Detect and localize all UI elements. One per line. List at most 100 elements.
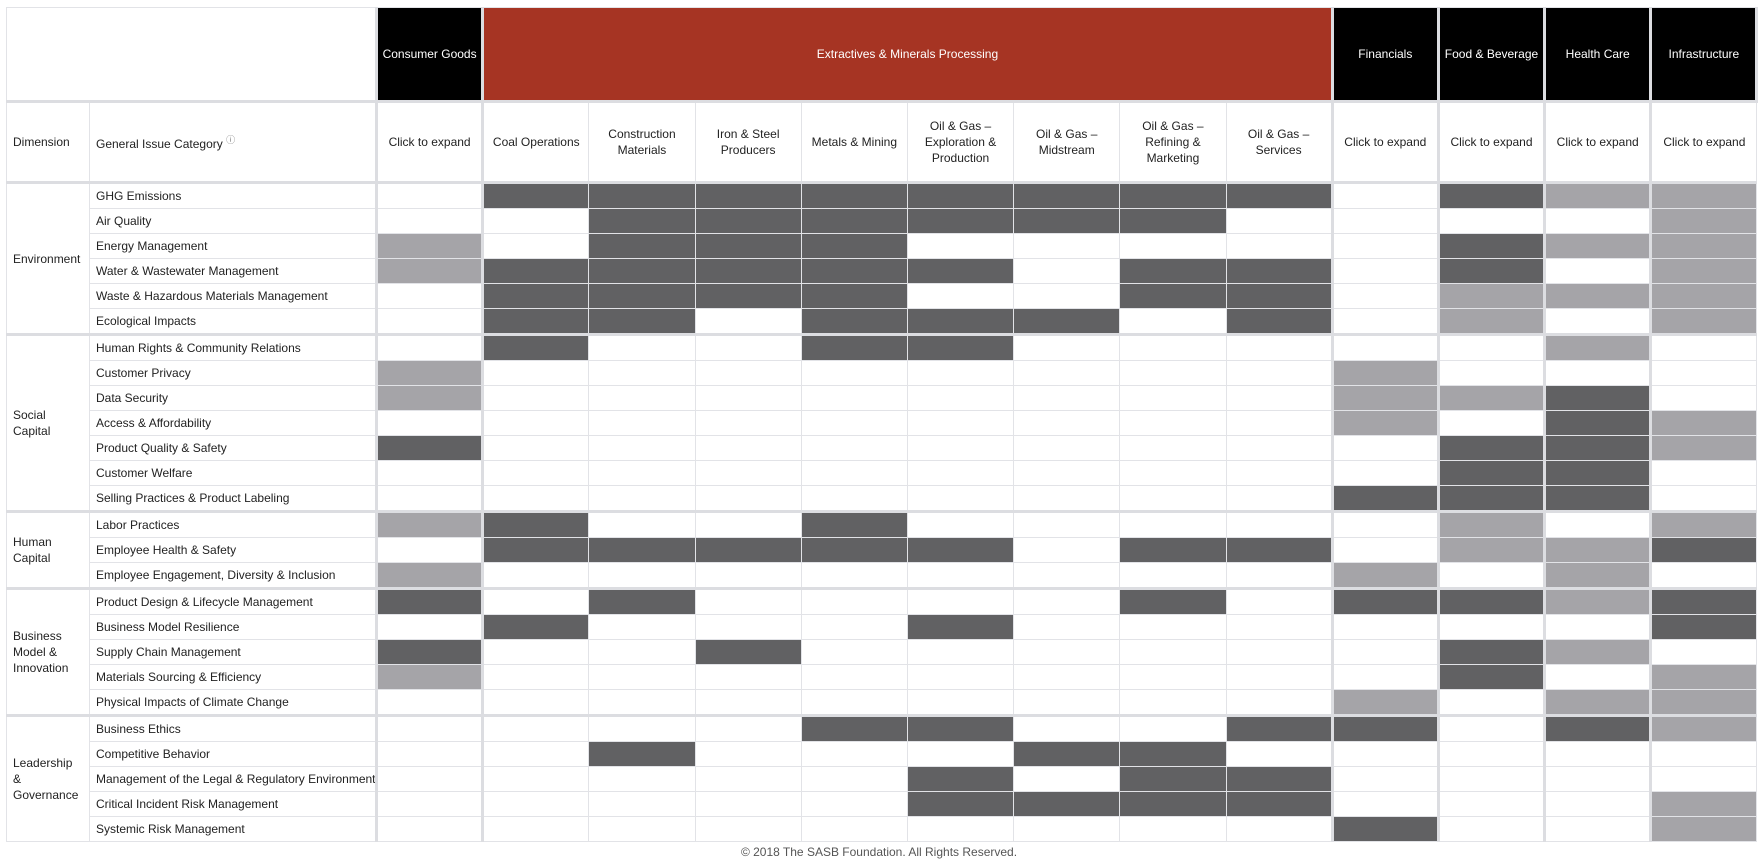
materiality-cell[interactable] — [1225, 208, 1333, 234]
materiality-cell[interactable] — [1225, 664, 1333, 690]
materiality-cell[interactable] — [481, 816, 590, 842]
materiality-cell[interactable] — [374, 614, 484, 640]
materiality-cell[interactable] — [1013, 208, 1121, 234]
materiality-cell[interactable] — [1649, 410, 1758, 436]
materiality-cell[interactable] — [481, 385, 590, 411]
materiality-cell[interactable] — [588, 614, 696, 640]
materiality-cell[interactable] — [481, 485, 590, 512]
expand-sector-button[interactable]: Click to expand — [1436, 100, 1546, 184]
materiality-cell[interactable] — [694, 460, 802, 486]
materiality-cell[interactable] — [1013, 714, 1121, 742]
industry-header[interactable]: Oil & Gas – Services — [1225, 100, 1333, 184]
materiality-cell[interactable] — [1225, 182, 1333, 209]
materiality-cell[interactable] — [481, 639, 590, 665]
materiality-cell[interactable] — [694, 816, 802, 842]
materiality-cell[interactable] — [1330, 460, 1439, 486]
materiality-cell[interactable] — [1649, 510, 1758, 538]
materiality-cell[interactable] — [481, 766, 590, 792]
materiality-cell[interactable] — [1436, 283, 1546, 309]
materiality-cell[interactable] — [1543, 664, 1652, 690]
materiality-cell[interactable] — [906, 587, 1015, 615]
materiality-cell[interactable] — [1119, 410, 1227, 436]
materiality-cell[interactable] — [906, 664, 1015, 690]
materiality-cell[interactable] — [694, 485, 802, 512]
materiality-cell[interactable] — [906, 233, 1015, 259]
materiality-cell[interactable] — [1543, 208, 1652, 234]
materiality-cell[interactable] — [1330, 435, 1439, 461]
materiality-cell[interactable] — [1330, 485, 1439, 512]
materiality-cell[interactable] — [694, 385, 802, 411]
industry-header[interactable]: Coal Operations — [481, 100, 590, 184]
materiality-cell[interactable] — [1543, 741, 1652, 767]
materiality-cell[interactable] — [481, 664, 590, 690]
materiality-cell[interactable] — [906, 766, 1015, 792]
materiality-cell[interactable] — [1330, 816, 1439, 842]
materiality-cell[interactable] — [1225, 714, 1333, 742]
materiality-cell[interactable] — [800, 435, 908, 461]
materiality-cell[interactable] — [694, 689, 802, 716]
materiality-cell[interactable] — [588, 664, 696, 690]
materiality-cell[interactable] — [481, 689, 590, 716]
materiality-cell[interactable] — [1649, 460, 1758, 486]
materiality-cell[interactable] — [1225, 587, 1333, 615]
materiality-cell[interactable] — [906, 714, 1015, 742]
materiality-cell[interactable] — [481, 435, 590, 461]
materiality-cell[interactable] — [481, 741, 590, 767]
materiality-cell[interactable] — [906, 562, 1015, 589]
materiality-cell[interactable] — [1436, 562, 1546, 589]
materiality-cell[interactable] — [694, 208, 802, 234]
materiality-cell[interactable] — [1330, 741, 1439, 767]
materiality-cell[interactable] — [1119, 587, 1227, 615]
materiality-cell[interactable] — [906, 741, 1015, 767]
materiality-cell[interactable] — [1119, 258, 1227, 284]
materiality-cell[interactable] — [481, 233, 590, 259]
materiality-cell[interactable] — [1225, 510, 1333, 538]
materiality-cell[interactable] — [1013, 460, 1121, 486]
materiality-cell[interactable] — [588, 410, 696, 436]
materiality-cell[interactable] — [374, 689, 484, 716]
materiality-cell[interactable] — [374, 766, 484, 792]
materiality-cell[interactable] — [1436, 208, 1546, 234]
materiality-cell[interactable] — [1436, 410, 1546, 436]
materiality-cell[interactable] — [1013, 410, 1121, 436]
materiality-cell[interactable] — [800, 766, 908, 792]
materiality-cell[interactable] — [1436, 664, 1546, 690]
materiality-cell[interactable] — [1436, 791, 1546, 817]
materiality-cell[interactable] — [1225, 689, 1333, 716]
materiality-cell[interactable] — [1013, 689, 1121, 716]
materiality-cell[interactable] — [1013, 614, 1121, 640]
materiality-cell[interactable] — [374, 664, 484, 690]
materiality-cell[interactable] — [374, 587, 484, 615]
materiality-cell[interactable] — [1013, 766, 1121, 792]
materiality-cell[interactable] — [694, 360, 802, 386]
materiality-cell[interactable] — [588, 435, 696, 461]
info-icon[interactable]: ⓘ — [226, 135, 236, 145]
materiality-cell[interactable] — [906, 485, 1015, 512]
materiality-cell[interactable] — [1436, 816, 1546, 842]
materiality-cell[interactable] — [906, 182, 1015, 209]
materiality-cell[interactable] — [1225, 360, 1333, 386]
materiality-cell[interactable] — [1225, 485, 1333, 512]
sector-header-infrastructure[interactable]: Infrastructure — [1649, 7, 1758, 102]
materiality-cell[interactable] — [906, 283, 1015, 309]
materiality-cell[interactable] — [1013, 639, 1121, 665]
materiality-cell[interactable] — [1330, 360, 1439, 386]
materiality-cell[interactable] — [481, 182, 590, 209]
materiality-cell[interactable] — [1543, 587, 1652, 615]
materiality-cell[interactable] — [694, 639, 802, 665]
materiality-cell[interactable] — [1649, 435, 1758, 461]
expand-sector-button[interactable]: Click to expand — [1649, 100, 1758, 184]
materiality-cell[interactable] — [906, 410, 1015, 436]
materiality-cell[interactable] — [800, 385, 908, 411]
materiality-cell[interactable] — [800, 639, 908, 665]
materiality-cell[interactable] — [1543, 308, 1652, 335]
materiality-cell[interactable] — [1649, 664, 1758, 690]
materiality-cell[interactable] — [1330, 537, 1439, 563]
materiality-cell[interactable] — [1649, 614, 1758, 640]
materiality-cell[interactable] — [694, 182, 802, 209]
materiality-cell[interactable] — [588, 485, 696, 512]
materiality-cell[interactable] — [1649, 233, 1758, 259]
materiality-cell[interactable] — [1543, 283, 1652, 309]
materiality-cell[interactable] — [1649, 714, 1758, 742]
materiality-cell[interactable] — [906, 689, 1015, 716]
